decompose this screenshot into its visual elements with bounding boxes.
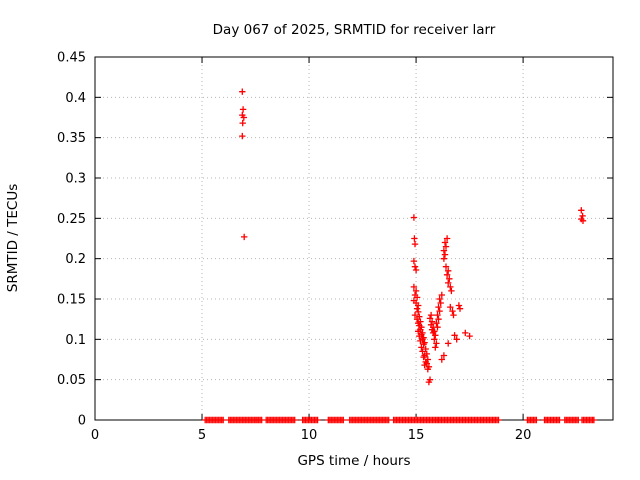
y-tick-label: 0.4 bbox=[65, 91, 86, 106]
grid-lines bbox=[94, 56, 613, 421]
x-tick-label: 10 bbox=[301, 428, 318, 443]
x-tick-label: 20 bbox=[515, 428, 532, 443]
y-tick-label: 0.15 bbox=[57, 293, 86, 308]
zero-baseline-markers bbox=[202, 416, 598, 424]
chart-title: Day 067 of 2025, SRMTID for receiver lar… bbox=[213, 22, 496, 38]
y-tick-label: 0.25 bbox=[57, 212, 86, 227]
x-tick-label: 0 bbox=[91, 428, 99, 443]
y-axis-label: SRMTID / TECUs bbox=[5, 184, 21, 292]
x-axis-label: GPS time / hours bbox=[297, 453, 410, 469]
y-tick-label: 0.35 bbox=[57, 131, 86, 146]
tick-labels: 0 5 10 15 20 0 0.05 0.1 0.15 0.2 0.25 0.3 0.35 0.4 0.4… bbox=[57, 51, 531, 444]
y-tick-label: 0 bbox=[78, 414, 86, 429]
y-tick-label: 0.05 bbox=[57, 373, 86, 388]
x-tick-label: 15 bbox=[408, 428, 425, 443]
y-tick-label: 0.3 bbox=[65, 172, 86, 187]
y-tick-label: 0.45 bbox=[57, 51, 86, 66]
data-markers bbox=[202, 88, 598, 424]
y-tick-label: 0.1 bbox=[65, 333, 86, 348]
axes bbox=[94, 56, 614, 421]
scatter-point-markers bbox=[239, 88, 587, 386]
y-tick-label: 0.2 bbox=[65, 252, 86, 267]
x-tick-label: 5 bbox=[198, 428, 206, 443]
